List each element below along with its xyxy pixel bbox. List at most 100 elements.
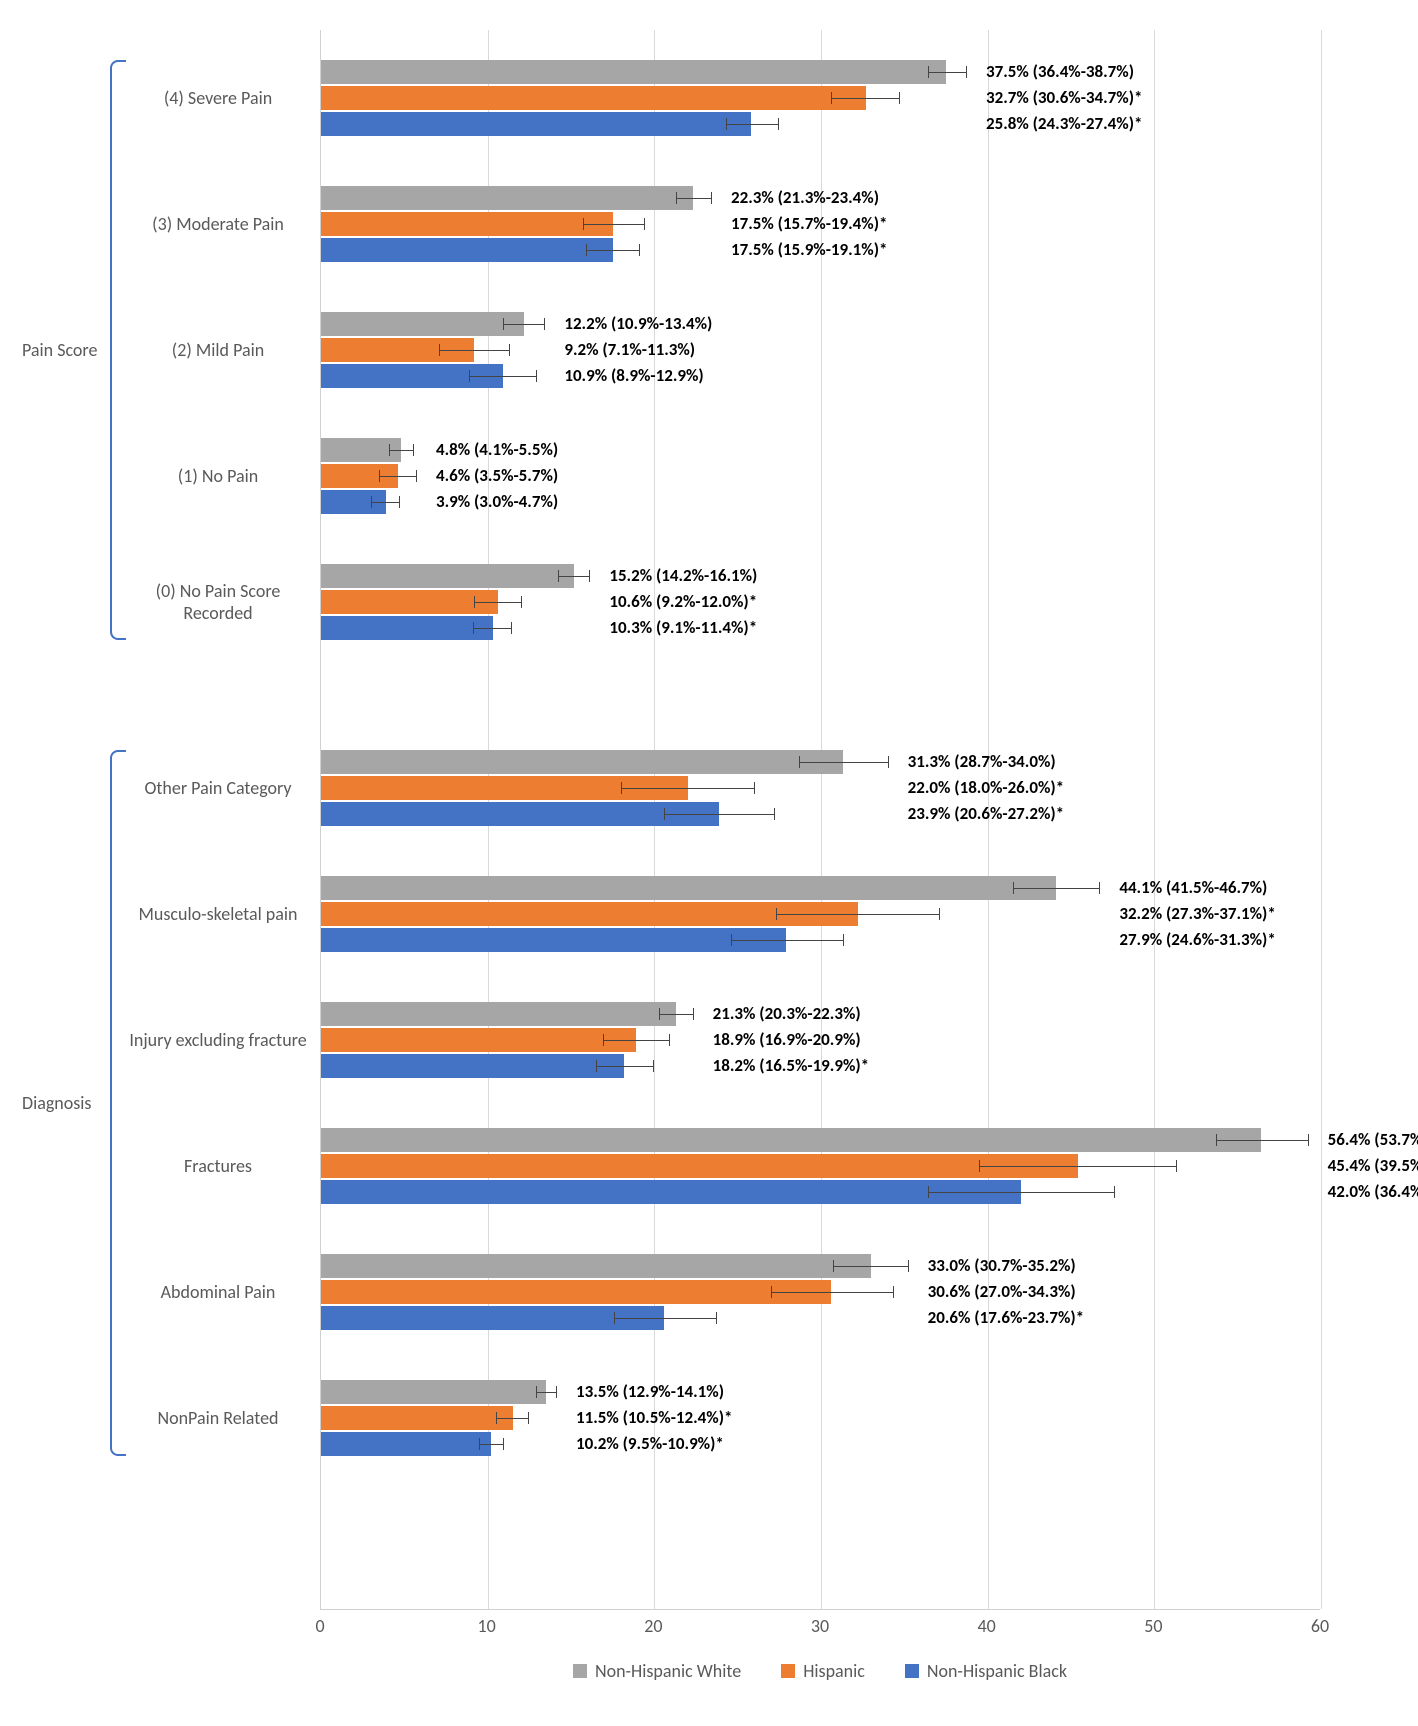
error-bar xyxy=(676,198,711,199)
value-label: 22.3% (21.3%-23.4%) xyxy=(731,186,879,210)
bar xyxy=(321,590,498,614)
error-bar xyxy=(726,124,778,125)
error-bar xyxy=(1013,888,1100,889)
error-cap xyxy=(778,118,779,130)
value-label: 9.2% (7.1%-11.3%) xyxy=(564,338,695,362)
error-cap xyxy=(664,808,665,820)
category-label: (3) Moderate Pain xyxy=(128,213,308,235)
error-cap xyxy=(413,444,414,456)
bar xyxy=(321,564,574,588)
error-cap xyxy=(1308,1134,1309,1146)
error-cap xyxy=(908,1260,909,1272)
plot-area: 37.5% (36.4%-38.7%)32.7% (30.6%-34.7%)*2… xyxy=(320,30,1320,1610)
value-label: 56.4% (53.7%-59.2%) xyxy=(1328,1128,1418,1152)
category-label: Musculo-skeletal pain xyxy=(128,903,308,925)
value-label: 10.2% (9.5%-10.9%)* xyxy=(576,1432,724,1456)
bar xyxy=(321,1406,513,1430)
bar xyxy=(321,1306,664,1330)
value-label: 22.0% (18.0%-26.0%)* xyxy=(908,776,1064,800)
error-bar xyxy=(371,502,399,503)
value-label: 12.2% (10.9%-13.4%) xyxy=(564,312,712,336)
section-label: Pain Score xyxy=(22,339,97,361)
error-cap xyxy=(503,1438,504,1450)
error-bar xyxy=(536,1392,556,1393)
error-cap xyxy=(928,1186,929,1198)
error-cap xyxy=(496,1412,497,1424)
error-bar xyxy=(833,1266,908,1267)
gridline xyxy=(1154,30,1155,1609)
legend-label: Non-Hispanic White xyxy=(595,1660,741,1682)
error-cap xyxy=(536,1386,537,1398)
error-cap xyxy=(653,1060,654,1072)
error-cap xyxy=(379,470,380,482)
value-label: 18.2% (16.5%-19.9%)* xyxy=(713,1054,869,1078)
section-brace xyxy=(110,60,126,640)
category-label: Other Pain Category xyxy=(128,777,308,799)
error-cap xyxy=(479,1438,480,1450)
value-label: 31.3% (28.7%-34.0%) xyxy=(908,750,1056,774)
value-label: 32.7% (30.6%-34.7%)* xyxy=(986,86,1142,110)
error-bar xyxy=(439,350,509,351)
x-tick-label: 40 xyxy=(978,1615,996,1637)
legend-label: Hispanic xyxy=(803,1660,865,1682)
error-cap xyxy=(556,1386,557,1398)
bar xyxy=(321,1432,491,1456)
error-cap xyxy=(439,344,440,356)
error-cap xyxy=(979,1160,980,1172)
chart-container: 37.5% (36.4%-38.7%)32.7% (30.6%-34.7%)*2… xyxy=(20,20,1398,1706)
error-cap xyxy=(888,756,889,768)
value-label: 10.6% (9.2%-12.0%)* xyxy=(609,590,757,614)
error-cap xyxy=(503,318,504,330)
error-cap xyxy=(726,118,727,130)
bar xyxy=(321,1002,676,1026)
bar xyxy=(321,1054,624,1078)
bar xyxy=(321,802,719,826)
bar xyxy=(321,1254,871,1278)
bar xyxy=(321,1128,1261,1152)
error-cap xyxy=(399,496,400,508)
legend-item: Non-Hispanic White xyxy=(573,1660,741,1682)
error-cap xyxy=(528,1412,529,1424)
error-cap xyxy=(639,244,640,256)
error-cap xyxy=(511,622,512,634)
x-tick-label: 0 xyxy=(315,1615,324,1637)
error-cap xyxy=(589,570,590,582)
error-cap xyxy=(544,318,545,330)
error-cap xyxy=(1176,1160,1177,1172)
legend-swatch xyxy=(905,1664,919,1678)
legend: Non-Hispanic White Hispanic Non-Hispanic B… xyxy=(320,1660,1320,1682)
error-cap xyxy=(776,908,777,920)
error-cap xyxy=(1013,882,1014,894)
error-cap xyxy=(416,470,417,482)
error-cap xyxy=(509,344,510,356)
value-label: 17.5% (15.7%-19.4%)* xyxy=(731,212,887,236)
bar xyxy=(321,212,613,236)
value-label: 13.5% (12.9%-14.1%) xyxy=(576,1380,724,1404)
value-label: 11.5% (10.5%-12.4%)* xyxy=(576,1406,732,1430)
error-cap xyxy=(669,1034,670,1046)
error-cap xyxy=(966,66,967,78)
error-cap xyxy=(521,596,522,608)
error-cap xyxy=(711,192,712,204)
x-tick-label: 20 xyxy=(644,1615,662,1637)
category-label: (0) No Pain Score Recorded xyxy=(128,580,308,624)
error-bar xyxy=(731,940,843,941)
error-bar xyxy=(621,788,754,789)
value-label: 30.6% (27.0%-34.3%) xyxy=(928,1280,1076,1304)
error-bar xyxy=(771,1292,893,1293)
gridline xyxy=(1321,30,1322,1609)
error-cap xyxy=(474,596,475,608)
error-cap xyxy=(754,782,755,794)
value-label: 32.2% (27.3%-37.1%)* xyxy=(1119,902,1275,926)
category-label: (4) Severe Pain xyxy=(128,87,308,109)
error-cap xyxy=(833,1260,834,1272)
error-bar xyxy=(389,450,412,451)
legend-label: Non-Hispanic Black xyxy=(927,1660,1067,1682)
error-bar xyxy=(1216,1140,1308,1141)
error-cap xyxy=(389,444,390,456)
error-cap xyxy=(659,1008,660,1020)
error-cap xyxy=(586,244,587,256)
bar xyxy=(321,1180,1021,1204)
x-tick-label: 60 xyxy=(1311,1615,1329,1637)
section-label: Diagnosis xyxy=(22,1092,91,1114)
